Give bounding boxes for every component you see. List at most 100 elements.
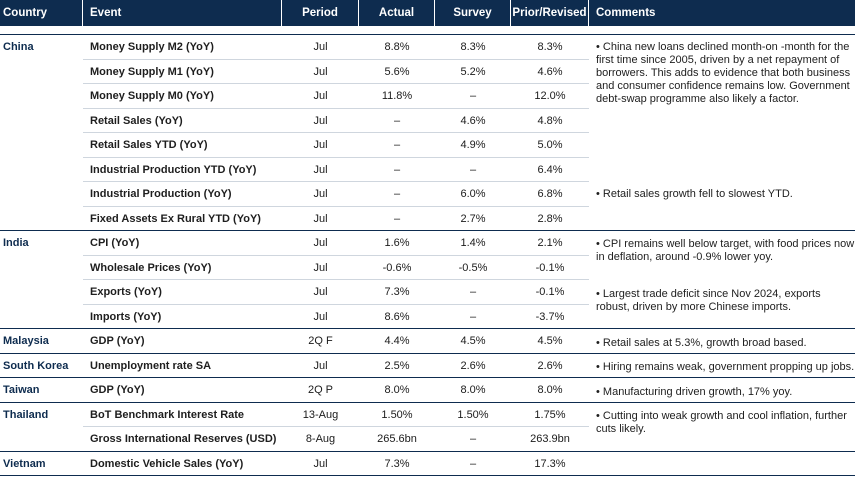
comment-malaysia: • Retail sales at 5.3%, growth broad bas… — [596, 337, 807, 349]
table-row: Malaysia GDP (YoY) 2Q F 4.4% 4.5% 4.5% — [0, 329, 855, 353]
row-period: 2Q P — [307, 384, 334, 396]
row-period: Jul — [313, 360, 328, 372]
row-period: Jul — [313, 237, 328, 249]
row-period: 13-Aug — [302, 409, 339, 421]
row-survey: – — [469, 458, 477, 470]
row-survey: 8.3% — [460, 41, 486, 53]
row-period: Jul — [313, 66, 328, 78]
header-event: Event — [83, 0, 282, 26]
row-survey: – — [469, 433, 477, 445]
row-event: Industrial Production (YoY) — [90, 188, 232, 200]
row-actual: 8.6% — [384, 311, 410, 323]
row-divider — [83, 83, 589, 84]
comment-india-trade: • Largest trade deficit since Nov 2024, … — [596, 288, 821, 313]
row-actual: 7.3% — [384, 286, 410, 298]
header-period: Period — [282, 0, 359, 26]
row-country: Vietnam — [3, 458, 46, 470]
row-divider — [83, 181, 589, 182]
row-divider — [83, 157, 589, 158]
row-prior: -0.1% — [535, 286, 565, 298]
table-header: Country Event Period Actual Survey Prior… — [0, 0, 855, 26]
row-event: Wholesale Prices (YoY) — [90, 262, 212, 274]
row-event: BoT Benchmark Interest Rate — [90, 409, 245, 421]
row-prior: 6.8% — [537, 188, 563, 200]
country-divider — [0, 328, 855, 329]
row-period: Jul — [313, 286, 328, 298]
country-divider — [0, 377, 855, 378]
row-country — [0, 133, 83, 157]
table-row: South Korea Unemployment rate SA Jul 2.5% 2.… — [0, 354, 855, 378]
row-event: Retail Sales YTD (YoY) — [90, 139, 208, 151]
row-prior: 2.8% — [537, 213, 563, 225]
row-period: Jul — [313, 164, 328, 176]
row-divider — [83, 59, 589, 60]
row-survey: 5.2% — [460, 66, 486, 78]
row-country — [0, 305, 83, 329]
row-prior: 4.8% — [537, 115, 563, 127]
row-country — [0, 158, 83, 182]
row-survey: 2.7% — [460, 213, 486, 225]
row-prior: 17.3% — [534, 458, 566, 470]
comment-china-loans: • China new loans declined month-on -mon… — [596, 41, 851, 105]
row-prior: -3.7% — [535, 311, 565, 323]
row-country: China — [3, 41, 34, 53]
row-survey: 1.4% — [460, 237, 486, 249]
country-divider — [0, 451, 855, 452]
comment-india-cpi: • CPI remains well below target, with fo… — [596, 238, 855, 263]
row-country: Thailand — [3, 409, 49, 421]
row-country — [0, 427, 83, 451]
row-survey: 8.0% — [460, 384, 486, 396]
row-actual: 8.0% — [384, 384, 410, 396]
row-actual: 4.4% — [384, 335, 410, 347]
row-event: Imports (YoY) — [90, 311, 162, 323]
row-period: Jul — [313, 90, 328, 102]
row-survey: 4.9% — [460, 139, 486, 151]
row-country — [0, 109, 83, 133]
row-survey: 1.50% — [457, 409, 489, 421]
row-actual: 7.3% — [384, 458, 410, 470]
table-row: Vietnam Domestic Vehicle Sales (YoY) Jul 7.… — [0, 452, 855, 476]
row-actual: 5.6% — [384, 66, 410, 78]
row-survey: – — [469, 164, 477, 176]
row-prior: 4.6% — [537, 66, 563, 78]
table-row: Taiwan GDP (YoY) 2Q P 8.0% 8.0% 8.0% — [0, 378, 855, 402]
row-event: Domestic Vehicle Sales (YoY) — [90, 458, 244, 470]
table-row: Industrial Production (YoY) Jul – 6.0% 6.8% — [0, 182, 855, 206]
row-event: Money Supply M2 (YoY) — [90, 41, 214, 53]
row-event: Money Supply M1 (YoY) — [90, 66, 214, 78]
comment-korea: • Hiring remains weak, government proppi… — [596, 361, 855, 373]
row-survey: – — [469, 311, 477, 323]
row-prior: 1.75% — [534, 409, 566, 421]
country-divider — [0, 402, 855, 403]
row-period: Jul — [313, 311, 328, 323]
row-period: Jul — [313, 115, 328, 127]
table-row: Wholesale Prices (YoY) Jul -0.6% -0.5% -0.1% — [0, 256, 855, 280]
row-prior: -0.1% — [535, 262, 565, 274]
row-country — [0, 280, 83, 304]
table-row: India CPI (YoY) Jul 1.6% 1.4% 2.1% — [0, 231, 855, 255]
row-event: Exports (YoY) — [90, 286, 162, 298]
row-event: GDP (YoY) — [90, 384, 145, 396]
row-country: South Korea — [3, 360, 69, 372]
row-divider — [83, 206, 589, 207]
row-event: Unemployment rate SA — [90, 360, 212, 372]
table-row: Imports (YoY) Jul 8.6% – -3.7% — [0, 305, 855, 329]
table-row: Money Supply M1 (YoY) Jul 5.6% 5.2% 4.6% — [0, 60, 855, 84]
row-country: India — [3, 237, 29, 249]
row-prior: 12.0% — [534, 90, 566, 102]
row-country: Taiwan — [3, 384, 40, 396]
row-survey: 4.5% — [460, 335, 486, 347]
row-event: CPI (YoY) — [90, 237, 140, 249]
row-prior: 2.1% — [537, 237, 563, 249]
row-actual: 2.5% — [384, 360, 410, 372]
row-country — [0, 60, 83, 84]
row-divider — [83, 279, 589, 280]
row-divider — [83, 304, 589, 305]
row-event: Fixed Assets Ex Rural YTD (YoY) — [90, 213, 261, 225]
row-survey: -0.5% — [458, 262, 488, 274]
row-country — [0, 182, 83, 206]
header-actual: Actual — [359, 0, 435, 26]
table-top-rule — [0, 34, 855, 35]
row-prior: 4.5% — [537, 335, 563, 347]
country-divider — [0, 230, 855, 231]
